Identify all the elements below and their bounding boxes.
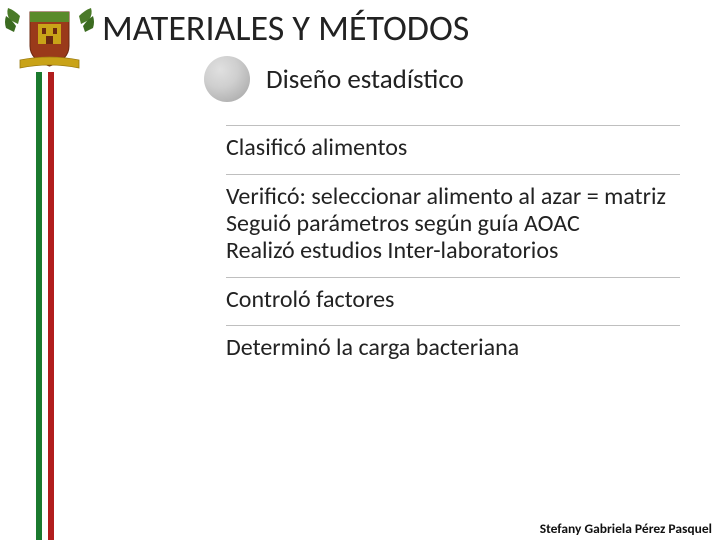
content-block: Verificó: seleccionar alimento al azar =… [226,175,680,277]
bullet-circle-icon [204,56,250,102]
stripe-red [48,72,54,540]
author-footer: Stefany Gabriela Pérez Pasquel [540,520,712,537]
content-block: Controló factores [226,278,680,326]
slide-subtitle: Diseño estadístico [266,63,464,96]
content-block: Determinó la carga bacteriana [226,326,680,374]
content-area: Clasificó alimentos Verificó: selecciona… [226,125,680,374]
content-block: Clasificó alimentos [226,126,680,174]
institution-logo [2,2,97,74]
slide-title: MATERIALES Y MÉTODOS [102,6,469,50]
flag-stripes [36,72,54,540]
